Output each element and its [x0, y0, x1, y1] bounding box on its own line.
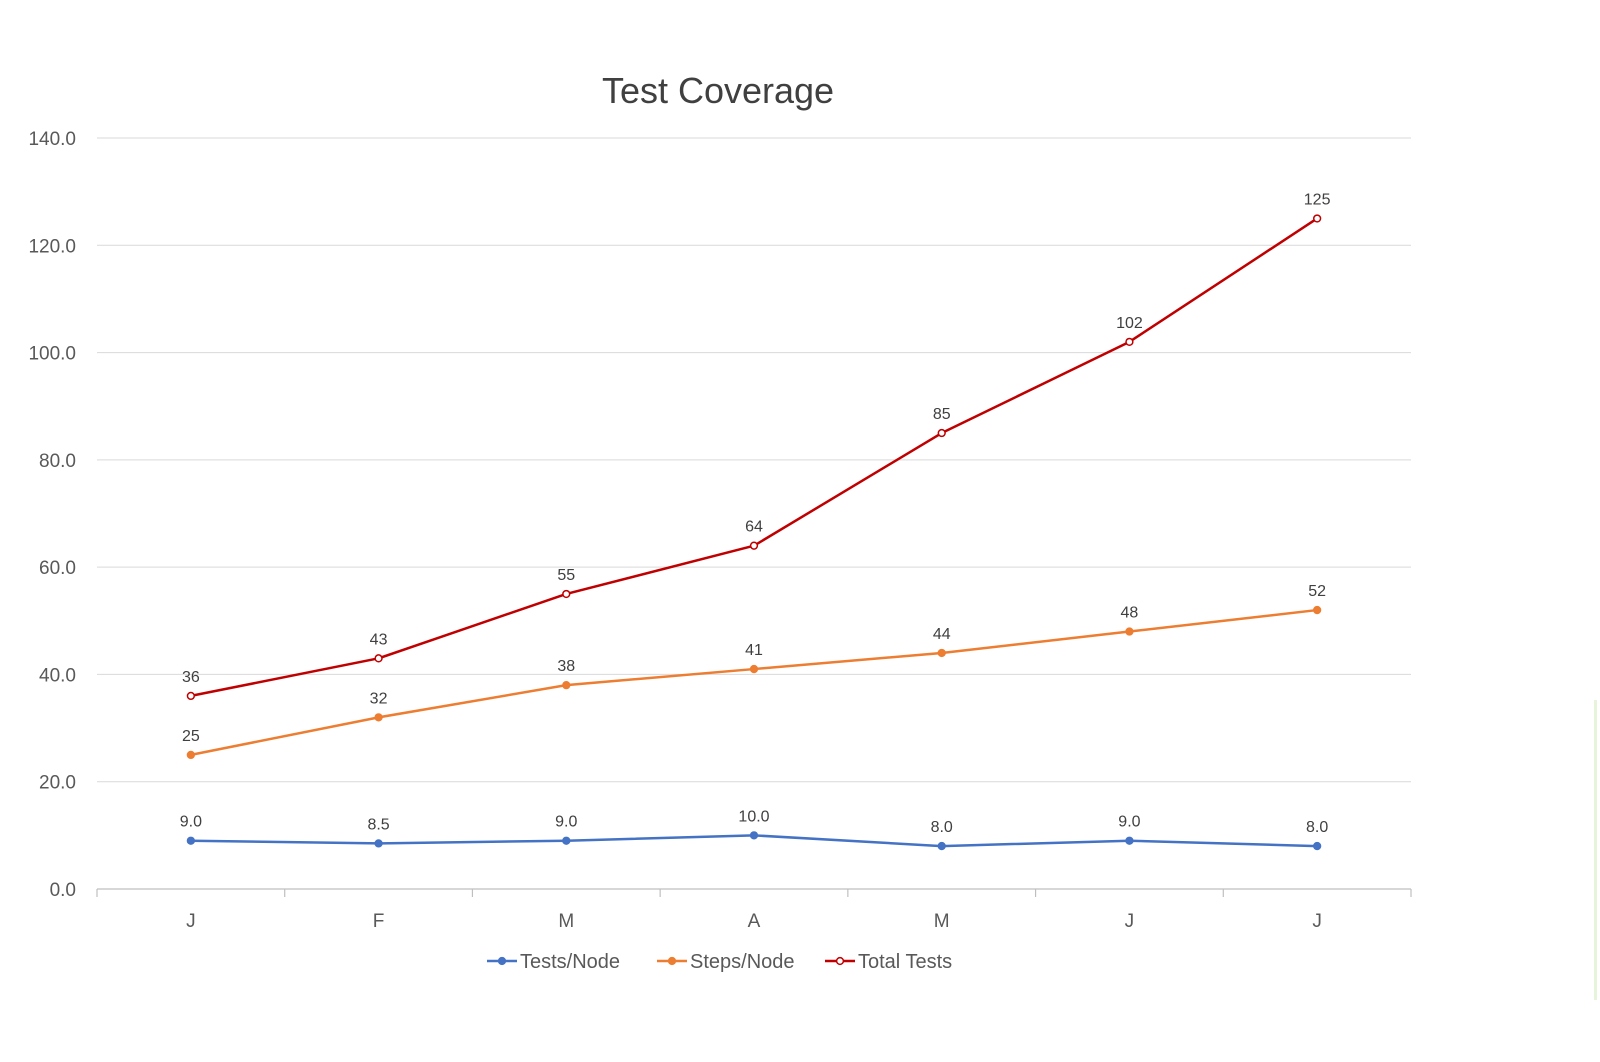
- gridlines: [97, 137, 1411, 783]
- x-tick-label: F: [373, 911, 385, 932]
- data-label: 38: [557, 658, 575, 675]
- data-point: [749, 541, 759, 550]
- data-point: [562, 589, 571, 599]
- data-point: [1312, 214, 1322, 223]
- data-label: 102: [1116, 315, 1143, 332]
- legend-label: Total Tests: [858, 951, 952, 973]
- y-tick-label: 0.0: [50, 880, 76, 901]
- x-tick-label: J: [186, 911, 196, 932]
- data-point: [562, 681, 571, 690]
- data-point: [937, 648, 946, 658]
- data-point: [1125, 627, 1134, 636]
- data-label: 44: [933, 626, 951, 643]
- x-tick-label: M: [934, 911, 950, 932]
- data-point: [749, 664, 759, 674]
- x-tick-label: J: [1312, 911, 1322, 932]
- series-line: [190, 217, 1318, 698]
- data-point: [374, 713, 383, 722]
- series-lines: [186, 214, 1322, 851]
- data-label: 8.0: [1306, 819, 1328, 836]
- data-point: [562, 836, 571, 845]
- data-point: [937, 428, 946, 438]
- data-label: 8.0: [931, 819, 953, 836]
- data-label: 9.0: [555, 814, 577, 831]
- y-tick-label: 40.0: [39, 665, 76, 686]
- data-label: 25: [182, 728, 200, 745]
- data-label: 9.0: [1118, 814, 1140, 831]
- y-axis-tick-labels: 0.0 20.0 40.0 60.0 80.0 100.0 120.0 140.0: [28, 129, 76, 901]
- data-label: 52: [1308, 583, 1326, 600]
- x-tick-label: M: [558, 911, 574, 932]
- data-point: [186, 750, 196, 760]
- legend-label: Tests/Node: [520, 951, 620, 973]
- data-point: [937, 841, 946, 851]
- y-tick-label: 140.0: [28, 129, 76, 150]
- x-tick-label: J: [1125, 911, 1135, 932]
- data-point: [1312, 605, 1322, 615]
- y-tick-label: 60.0: [39, 558, 76, 579]
- legend-swatch-marker: [667, 956, 677, 966]
- data-point: [186, 691, 196, 701]
- y-tick-label: 80.0: [39, 451, 76, 472]
- data-label: 85: [933, 406, 951, 423]
- data-point: [374, 654, 383, 663]
- data-point: [186, 836, 196, 845]
- chart-title: Test Coverage: [602, 70, 834, 111]
- data-point: [1312, 841, 1322, 851]
- data-label: 64: [745, 519, 763, 536]
- data-label: 41: [745, 642, 763, 659]
- data-point: [749, 831, 759, 840]
- legend-label: Steps/Node: [690, 951, 795, 973]
- legend-swatch-marker: [497, 956, 507, 966]
- y-tick-label: 100.0: [28, 344, 76, 365]
- series-line: [190, 608, 1318, 757]
- x-tick-label: A: [748, 911, 761, 932]
- y-tick-label: 120.0: [28, 236, 76, 257]
- data-point: [1125, 836, 1134, 845]
- data-label: 55: [557, 567, 575, 584]
- data-labels: 9.0 8.5 9.0 10.0 8.0 9.0 8.0 25 32 38 41 44 48 52 36 43…: [180, 191, 1331, 836]
- data-point: [1125, 337, 1134, 346]
- data-label: 43: [370, 631, 388, 648]
- data-label: 10.0: [738, 808, 769, 825]
- data-label: 48: [1121, 605, 1139, 622]
- data-point: [374, 839, 383, 848]
- y-tick-label: 20.0: [39, 773, 76, 794]
- legend: Tests/Node Steps/Node Total Tests: [487, 951, 952, 973]
- legend-swatch-marker: [835, 956, 845, 966]
- data-label: 9.0: [180, 814, 202, 831]
- data-label: 125: [1304, 191, 1331, 208]
- window-edge-strip: [1594, 700, 1597, 1000]
- data-label: 32: [370, 690, 388, 707]
- data-label: 36: [182, 669, 200, 686]
- x-axis: [96, 888, 1412, 897]
- data-label: 8.5: [367, 816, 389, 833]
